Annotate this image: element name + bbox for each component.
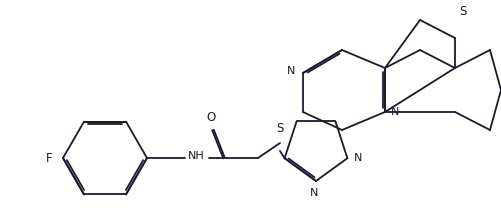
Text: N: N	[310, 188, 318, 198]
Text: N: N	[353, 153, 362, 163]
Text: N: N	[391, 107, 399, 117]
Text: O: O	[206, 111, 215, 124]
Text: NH: NH	[188, 151, 205, 161]
Text: S: S	[459, 5, 466, 18]
Text: F: F	[47, 152, 53, 164]
Text: S: S	[277, 122, 284, 135]
Text: N: N	[287, 66, 295, 76]
